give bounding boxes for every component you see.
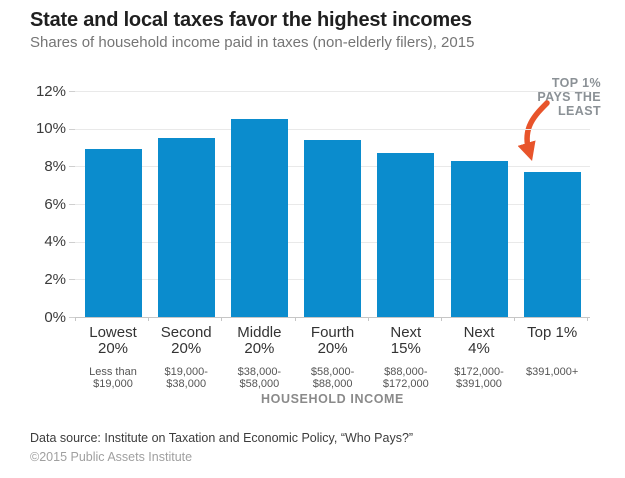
x-tick-1 [148, 317, 150, 321]
y-tick-12pct [69, 91, 75, 92]
bar-1 [84, 149, 142, 317]
y-tick-label-2pct: 2% [44, 270, 66, 288]
x-tick-7 [587, 317, 589, 321]
bar-4 [304, 139, 362, 317]
chart-title: State and local taxes favor the highest … [30, 9, 472, 31]
y-tick-10pct [69, 128, 75, 130]
x-income-range-label-7: $391,000+ [526, 366, 579, 378]
y-tick-label-4pct: 4% [44, 233, 66, 251]
bar-7 [523, 171, 581, 317]
x-category-label-3: Middle 20% [237, 324, 282, 357]
y-tick-2pct [69, 279, 75, 281]
x-tick-0 [75, 317, 76, 321]
bar-3 [230, 119, 288, 317]
x-category-label-6: Next 4% [463, 324, 495, 357]
y-tick-label-8pct: 8% [44, 157, 66, 175]
bar-2 [157, 138, 215, 317]
copyright-note: ©2015 Public Assets Institute [30, 450, 193, 464]
gridline-12pct [75, 91, 590, 92]
y-tick-label-12pct: 12% [35, 82, 66, 100]
y-tick-label-6pct: 6% [44, 195, 66, 213]
x-income-range-label-1: Less than $19,000 [89, 366, 137, 390]
x-income-range-label-3: $38,000- $58,000 [237, 366, 282, 390]
x-tick-3 [294, 317, 296, 321]
y-tick-6pct [69, 204, 75, 205]
x-category-label-7: Top 1% [527, 324, 578, 341]
x-income-range-label-4: $58,000- $88,000 [310, 366, 355, 390]
chart-subtitle: Shares of household income paid in taxes… [30, 34, 475, 51]
data-source-note: Data source: Institute on Taxation and E… [30, 431, 414, 445]
x-tick-5 [441, 317, 442, 321]
y-tick-label-10pct: 10% [35, 120, 66, 138]
y-tick-0pct [69, 317, 75, 318]
bar-6 [450, 160, 508, 317]
x-income-range-label-2: $19,000- $38,000 [164, 366, 208, 390]
x-category-label-4: Fourth 20% [310, 324, 355, 357]
y-tick-8pct [69, 166, 75, 168]
x-category-label-2: Second 20% [160, 324, 212, 357]
x-category-label-5: Next 15% [390, 324, 422, 357]
gridline-10pct [75, 128, 590, 130]
x-axis-baseline [75, 317, 590, 318]
annotation-top1-pays-least: TOP 1% PAYS THE LEAST [537, 76, 601, 118]
x-category-label-1: Lowest 20% [89, 324, 137, 357]
y-tick-4pct [69, 241, 75, 243]
x-tick-6 [514, 317, 516, 321]
y-tick-label-0pct: 0% [44, 308, 66, 326]
x-income-range-label-5: $88,000- $172,000 [382, 366, 429, 390]
x-tick-2 [221, 317, 223, 321]
x-axis-title: HOUSEHOLD INCOME [261, 392, 404, 406]
x-income-range-label-6: $172,000- $391,000 [454, 366, 504, 390]
bar-5 [377, 153, 435, 317]
annotation-arrow-icon [517, 100, 550, 161]
x-tick-4 [367, 317, 369, 321]
